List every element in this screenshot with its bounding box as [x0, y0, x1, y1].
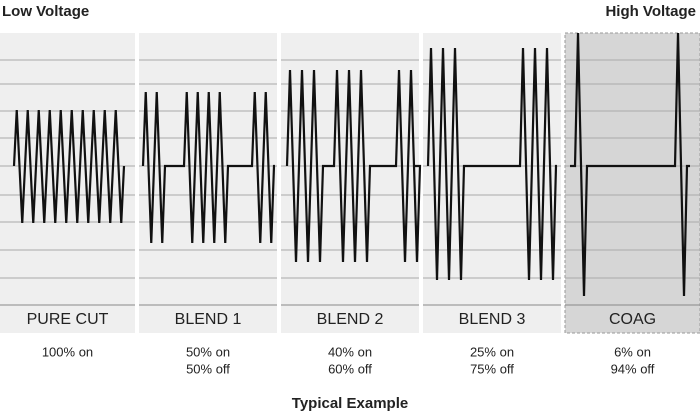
duty-cycle: 60% off: [328, 361, 372, 376]
footer: Typical Example: [292, 395, 408, 412]
duty-cycle: 50% off: [186, 361, 230, 376]
duty-cycle: 40% on: [328, 344, 372, 359]
high-voltage-label: High Voltage: [605, 3, 696, 20]
low-voltage-label: Low Voltage: [2, 3, 89, 20]
mode-label: BLEND 2: [317, 311, 384, 328]
panel-background: [139, 33, 277, 333]
panels: PURE CUT 100% on BLEND 1 50% on 50% off BLEND…: [0, 32, 700, 376]
waveform: [141, 91, 276, 244]
waveform: [285, 69, 422, 263]
mode-label: BLEND 3: [459, 311, 526, 328]
duty-cycle: 94% off: [611, 361, 655, 376]
waveform: [570, 32, 690, 297]
duty-cycle: 25% on: [470, 344, 514, 359]
duty-cycle: 100% on: [42, 344, 93, 359]
waveform: [426, 47, 558, 281]
mode-label: BLEND 1: [175, 311, 242, 328]
duty-cycle: 75% off: [470, 361, 514, 376]
waveform: [12, 109, 126, 224]
mode-label: COAG: [609, 311, 656, 328]
duty-cycle: 50% on: [186, 344, 230, 359]
duty-cycle: 6% on: [614, 344, 651, 359]
mode-label: PURE CUT: [27, 311, 109, 328]
